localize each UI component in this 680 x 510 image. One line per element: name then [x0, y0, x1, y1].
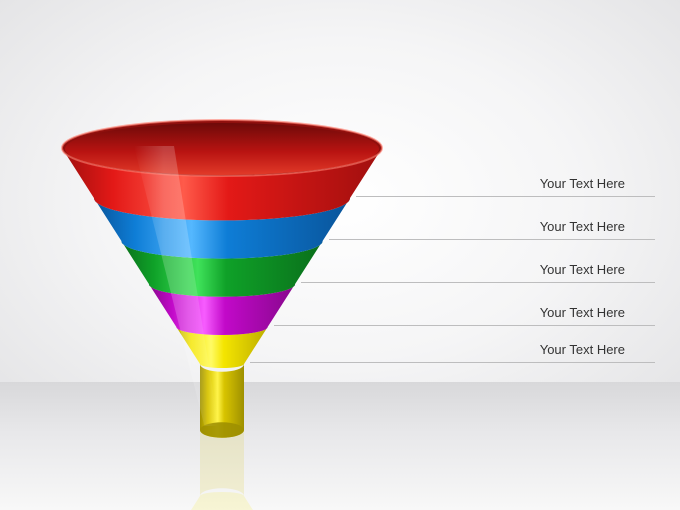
label-text: Your Text Here	[540, 342, 625, 357]
label-row-3: Your Text Here	[301, 282, 655, 283]
label-text: Your Text Here	[540, 305, 625, 320]
label-row-1: Your Text Here	[356, 196, 655, 197]
label-row-5: Your Text Here	[250, 362, 655, 363]
label-underline	[329, 239, 655, 240]
label-underline	[301, 282, 655, 283]
label-text: Your Text Here	[540, 262, 625, 277]
label-row-4: Your Text Here	[274, 325, 655, 326]
label-underline	[274, 325, 655, 326]
funnel-figure	[0, 0, 680, 510]
label-underline	[356, 196, 655, 197]
label-text: Your Text Here	[540, 176, 625, 191]
label-row-2: Your Text Here	[329, 239, 655, 240]
label-text: Your Text Here	[540, 219, 625, 234]
label-underline	[250, 362, 655, 363]
